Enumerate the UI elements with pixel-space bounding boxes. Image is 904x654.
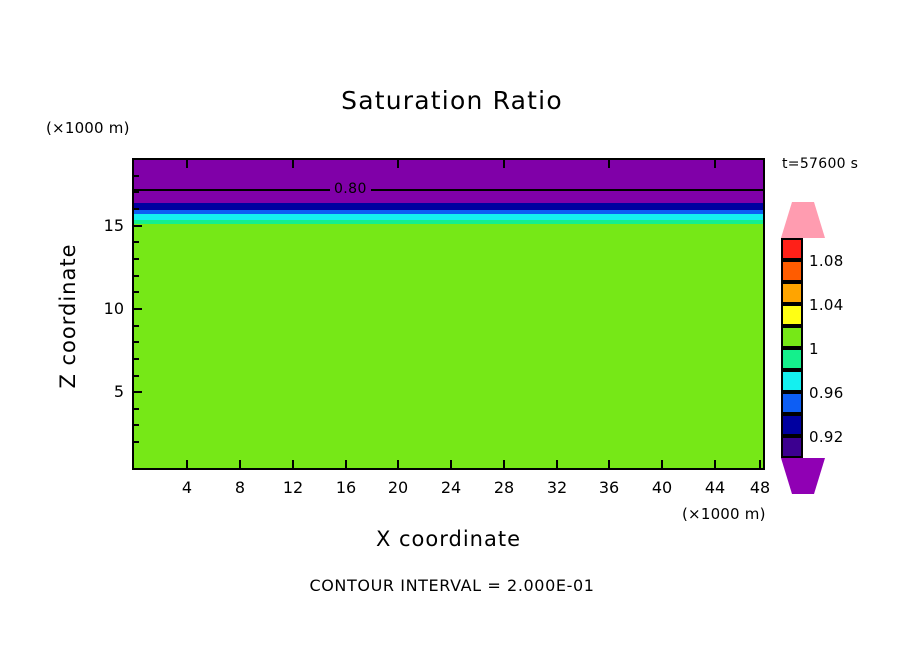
x-tick-major: [714, 460, 716, 470]
colorbar-cap-top: [781, 202, 825, 238]
x-tick-label: 36: [598, 478, 620, 497]
y-tick-minor: [132, 275, 139, 277]
x-tick-major-top: [292, 158, 294, 168]
colorbar-tick-label: 1.08: [809, 252, 844, 270]
x-axis-title: X coordinate: [375, 527, 522, 551]
x-tick-label: 16: [335, 478, 357, 497]
colorbar-segment: [781, 326, 803, 348]
x-tick-major-top: [608, 158, 610, 168]
y-tick-minor: [132, 375, 139, 377]
layer-blue: [134, 210, 763, 214]
time-annotation: t=57600 s: [782, 156, 859, 172]
colorbar-segment: [781, 238, 803, 260]
y-tick-label: 15: [103, 216, 124, 235]
x-tick-major: [292, 460, 294, 470]
y-tick-minor: [132, 358, 139, 360]
colorbar-segment: [781, 414, 803, 436]
y-tick-minor: [132, 341, 139, 343]
x-tick-label: 20: [387, 478, 409, 497]
x-tick-label: 32: [546, 478, 568, 497]
colorbar-tick-label: 0.96: [809, 384, 844, 402]
x-tick-major: [450, 460, 452, 470]
x-tick-major: [397, 460, 399, 470]
y-tick-minor: [132, 241, 139, 243]
x-tick-label: 40: [651, 478, 673, 497]
colorbar-segment: [781, 370, 803, 392]
colorbar-tick-label: 1: [809, 340, 819, 358]
x-tick-label: 48: [749, 478, 771, 497]
y-tick-label: 10: [103, 299, 124, 318]
x-tick-label: 12: [282, 478, 304, 497]
x-tick-major: [556, 460, 558, 470]
y-tick-minor: [132, 208, 139, 210]
contour-interval-caption: CONTOUR INTERVAL = 2.000E-01: [309, 576, 595, 595]
colorbar: 1.08 1.04 1 0.96 0.92: [781, 202, 843, 494]
y-axis-title: Z coordinate: [56, 243, 80, 389]
x-tick-label: 44: [704, 478, 726, 497]
layer-spring-green: [134, 220, 763, 224]
contour-line-080: [134, 189, 763, 191]
layer-cyan: [134, 214, 763, 220]
chart-title: Saturation Ratio: [341, 86, 563, 115]
x-tick-major: [345, 460, 347, 470]
contour-label-080: 0.80: [330, 182, 371, 196]
colorbar-tick-label: 0.92: [809, 428, 844, 446]
y-tick-minor: [132, 291, 139, 293]
colorbar-segment: [781, 304, 803, 326]
y-tick-minor: [132, 191, 139, 193]
x-tick-major-top: [714, 158, 716, 168]
layer-dark-blue: [134, 203, 763, 210]
x-tick-label: 28: [493, 478, 515, 497]
x-tick-major: [239, 460, 241, 470]
layer-purple-top: [134, 160, 763, 203]
x-tick-major-top: [503, 158, 505, 168]
colorbar-tick-label: 1.04: [809, 296, 844, 314]
y-tick-major: [132, 225, 142, 227]
x-axis-units-label: (×1000 m): [682, 505, 766, 523]
x-tick-major-top: [186, 158, 188, 168]
x-tick-major: [661, 460, 663, 470]
y-tick-minor: [132, 175, 139, 177]
contour-plot-area: 0.80: [132, 158, 765, 470]
colorbar-segment: [781, 282, 803, 304]
contour-label-wrapper: 0.80: [330, 182, 371, 196]
y-tick-minor: [132, 325, 139, 327]
colorbar-segment: [781, 260, 803, 282]
y-tick-major: [132, 308, 142, 310]
colorbar-segment: [781, 392, 803, 414]
x-tick-label: 24: [440, 478, 462, 497]
layer-green: [134, 224, 763, 468]
y-tick-label: 5: [113, 382, 124, 401]
y-tick-major: [132, 391, 142, 393]
x-tick-label: 4: [181, 478, 193, 497]
x-tick-major: [608, 460, 610, 470]
y-tick-minor: [132, 408, 139, 410]
y-tick-minor: [132, 441, 139, 443]
x-tick-major: [759, 460, 761, 470]
x-tick-major: [503, 460, 505, 470]
x-tick-label: 8: [234, 478, 246, 497]
x-tick-major: [186, 460, 188, 470]
y-tick-minor: [132, 258, 139, 260]
x-tick-major-top: [397, 158, 399, 168]
y-axis-units-label: (×1000 m): [46, 119, 130, 137]
colorbar-segment: [781, 348, 803, 370]
colorbar-segment: [781, 436, 803, 458]
colorbar-cap-bottom: [781, 458, 825, 494]
y-tick-minor: [132, 424, 139, 426]
